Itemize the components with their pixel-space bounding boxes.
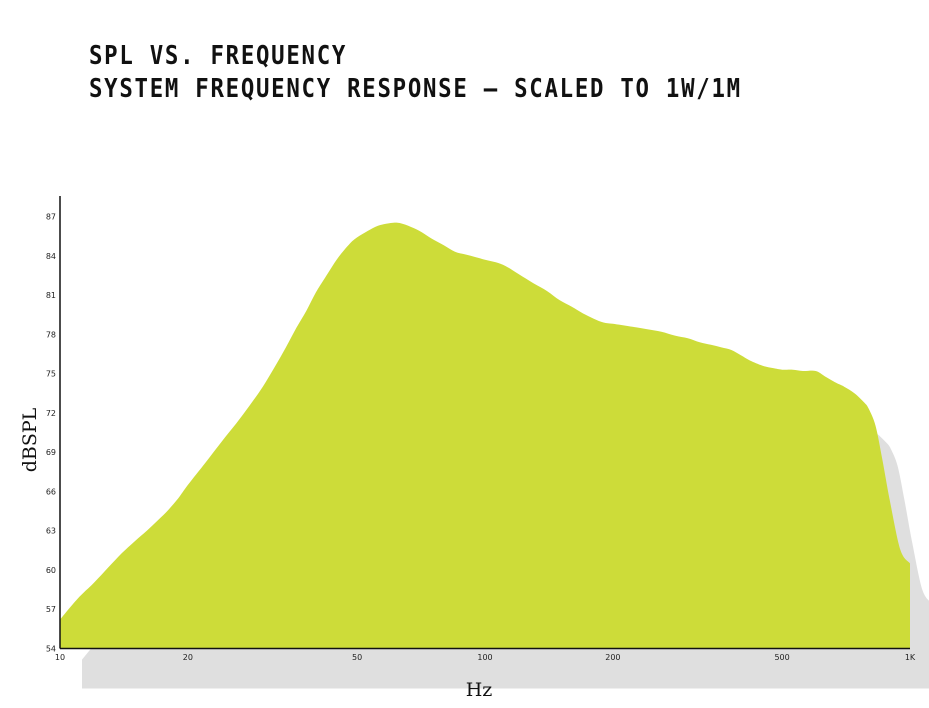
y-tick-label: 69 [46,448,56,457]
y-tick-label: 60 [46,566,56,575]
x-tick-label: 500 [774,653,789,662]
chart-subtitle: SYSTEM FREQUENCY RESPONSE – SCALED TO 1W… [89,74,742,104]
x-tick-label: 20 [183,653,193,662]
y-tick-label: 63 [46,527,56,536]
y-tick-label: 78 [46,330,56,339]
y-tick-label: 54 [46,645,56,654]
x-tick-label: 50 [352,653,362,662]
y-tick-labels: 54 57 60 63 66 69 72 75 78 81 84 87 [46,213,56,654]
frequency-response-area [60,222,910,649]
y-tick-label: 57 [46,605,56,614]
y-tick-label: 81 [46,291,56,300]
x-axis-label: Hz [466,679,493,701]
y-tick-label: 75 [46,370,56,379]
y-tick-label: 66 [46,487,56,496]
x-tick-label: 100 [477,653,492,662]
y-tick-label: 84 [46,252,56,261]
x-tick-label: 10 [55,653,65,662]
chart-title: SPL VS. FREQUENCY [89,41,348,71]
y-axis-label: dBSPL [19,407,41,472]
x-tick-label: 200 [605,653,620,662]
chart-titles: SPL VS. FREQUENCY SYSTEM FREQUENCY RESPO… [89,40,742,106]
y-tick-label: 72 [46,409,56,418]
x-tick-label: 1K [905,653,916,662]
x-tick-labels: 10 20 50 100 200 500 1K [55,653,916,662]
y-tick-label: 87 [46,213,56,222]
